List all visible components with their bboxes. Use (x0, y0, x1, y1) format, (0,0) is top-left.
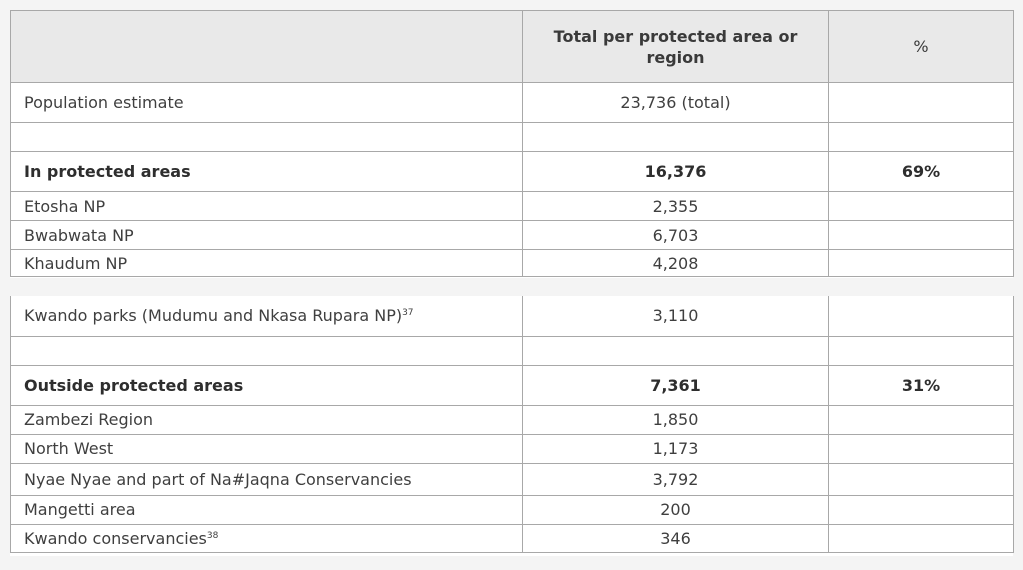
header-total-line-1: Total per protected area or (553, 26, 798, 46)
row-percent (828, 220, 1014, 250)
row-percent: 69% (828, 151, 1014, 192)
row-percent (828, 433, 1014, 464)
row-percent (828, 523, 1014, 553)
table-row: Mangetti area 200 (10, 494, 1014, 525)
row-label-text: Kwando conservancies (24, 528, 207, 548)
population-table-part-2: Kwando parks (Mudumu and Nkasa Rupara NP… (10, 296, 1014, 556)
table-row-empty (10, 122, 1014, 152)
table-row: Zambezi Region 1,850 (10, 404, 1014, 435)
row-label: Zambezi Region (10, 404, 523, 435)
row-label-text: Kwando parks (Mudumu and Nkasa Rupara NP… (24, 306, 403, 326)
row-total: 346 (522, 523, 829, 553)
table-row: Kwando parks (Mudumu and Nkasa Rupara NP… (10, 296, 1014, 337)
row-total: 1,850 (522, 404, 829, 435)
row-total: 23,736 (total) (522, 82, 829, 123)
row-percent (828, 404, 1014, 435)
row-label: Khaudum NP (10, 249, 523, 277)
row-label: Kwando parks (Mudumu and Nkasa Rupara NP… (10, 296, 523, 337)
header-label-column (10, 10, 523, 83)
row-percent (828, 494, 1014, 525)
row-total: 2,355 (522, 191, 829, 221)
row-label (10, 122, 523, 152)
row-total: 6,703 (522, 220, 829, 250)
row-percent (828, 296, 1014, 337)
row-total: 200 (522, 494, 829, 525)
header-percent-column: % (828, 10, 1014, 83)
row-total: 4,208 (522, 249, 829, 277)
row-label: In protected areas (10, 151, 523, 192)
table-row-subtotal: In protected areas 16,376 69% (10, 151, 1014, 192)
header-total-column: Total per protected area or region (522, 10, 829, 83)
table-row: Kwando conservancies38 346 (10, 523, 1014, 553)
row-label: Etosha NP (10, 191, 523, 221)
row-label: Population estimate (10, 82, 523, 123)
table-row: North West 1,173 (10, 433, 1014, 464)
row-percent: 31% (828, 364, 1014, 406)
row-percent (828, 82, 1014, 123)
footnote-marker: 38 (206, 530, 219, 541)
table-row: Nyae Nyae and part of Na#Jaqna Conservan… (10, 462, 1014, 496)
row-label: Mangetti area (10, 494, 523, 525)
row-total (522, 335, 829, 366)
table-row-empty (10, 335, 1014, 366)
row-label: North West (10, 433, 523, 464)
row-label: Kwando conservancies38 (10, 523, 523, 553)
header-total-line-2: region (646, 47, 705, 67)
table-row-subtotal: Outside protected areas 7,361 31% (10, 364, 1014, 406)
page-break-gap (0, 280, 1023, 294)
row-percent (828, 249, 1014, 277)
table-row: Khaudum NP 4,208 (10, 249, 1014, 277)
footnote-marker: 37 (402, 308, 414, 319)
row-percent (828, 335, 1014, 366)
row-label (10, 335, 523, 366)
row-percent (828, 191, 1014, 221)
population-table-part-1: Total per protected area or region % Pop… (10, 10, 1014, 278)
row-total (522, 122, 829, 152)
row-label: Bwabwata NP (10, 220, 523, 250)
table-header-row: Total per protected area or region % (10, 10, 1014, 83)
table-row: Etosha NP 2,355 (10, 191, 1014, 221)
row-label: Nyae Nyae and part of Na#Jaqna Conservan… (10, 462, 523, 496)
row-total: 1,173 (522, 433, 829, 464)
row-total: 16,376 (522, 151, 829, 192)
row-total: 3,792 (522, 462, 829, 496)
row-percent (828, 122, 1014, 152)
row-percent (828, 462, 1014, 496)
table-row: Bwabwata NP 6,703 (10, 220, 1014, 250)
row-total: 3,110 (522, 296, 829, 337)
row-label: Outside protected areas (10, 364, 523, 406)
table-row: Population estimate 23,736 (total) (10, 82, 1014, 123)
row-total: 7,361 (522, 364, 829, 406)
